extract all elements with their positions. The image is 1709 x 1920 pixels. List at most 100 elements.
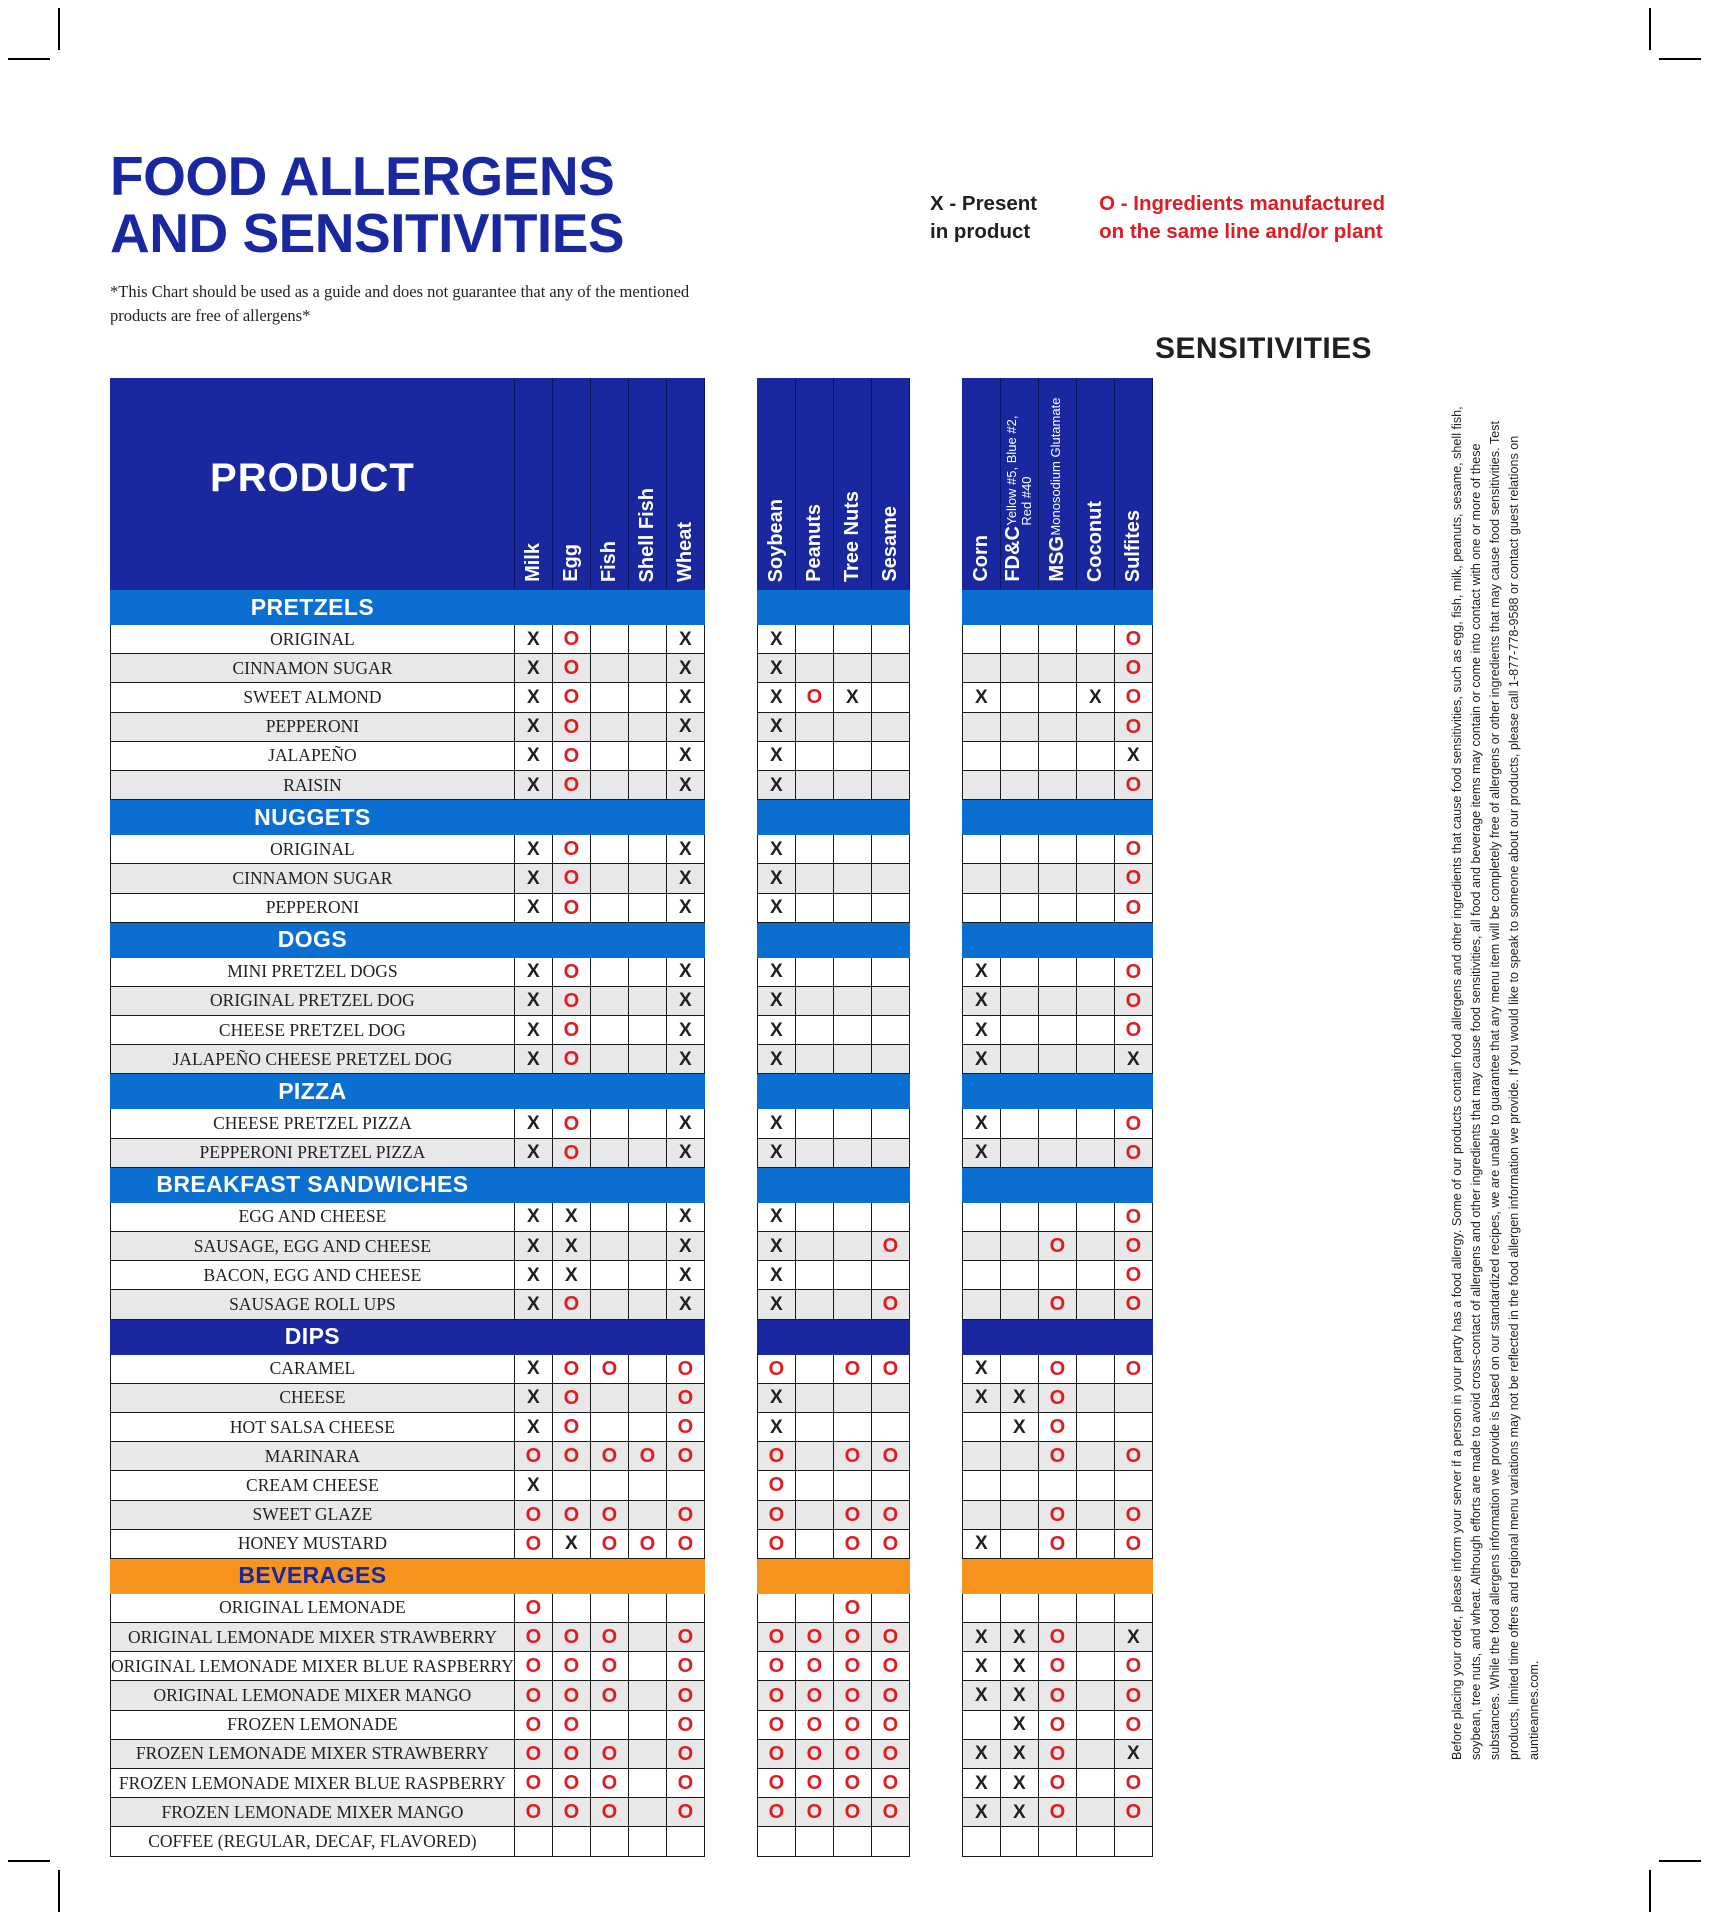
allergen-mark-cell — [870, 1044, 910, 1075]
allergen-mark-cell: O — [1037, 1230, 1077, 1262]
allergen-mark-cell: X — [756, 1108, 796, 1139]
column-header-sublabel: Yellow #5, Blue #2, Red #40 — [1004, 416, 1035, 527]
product-name-cell: MINI PRETZEL DOGS — [110, 956, 515, 987]
allergen-mark-cell — [794, 1826, 834, 1857]
allergen-mark-cell — [589, 1826, 629, 1857]
crop-mark-top-right-h — [1659, 58, 1701, 60]
table-row: O — [961, 711, 1153, 742]
section-band-cell — [870, 921, 910, 958]
allergen-mark-cell — [627, 1499, 667, 1530]
allergen-mark-cell: O — [756, 1528, 796, 1559]
section-label-beverages: BEVERAGES — [110, 1557, 515, 1594]
section-header-row: BEVERAGES — [110, 1557, 705, 1594]
allergen-mark-cell: O — [832, 1797, 872, 1828]
allergen-mark-cell: O — [1113, 1108, 1153, 1139]
allergen-mark-cell: O — [756, 1680, 796, 1711]
section-header-row — [961, 1166, 1153, 1203]
allergen-mark-cell: O — [551, 1738, 591, 1770]
section-band-cell — [832, 799, 872, 836]
allergen-mark-cell: O — [551, 985, 591, 1017]
allergen-mark-cell: O — [870, 1441, 910, 1472]
allergen-mark-cell — [1037, 892, 1077, 923]
allergen-mark-cell — [1075, 1201, 1115, 1233]
allergen-mark-cell — [961, 1709, 1001, 1740]
section-band-cell — [589, 1557, 629, 1594]
allergen-mark-cell — [1075, 1622, 1115, 1653]
section-band-cell — [756, 589, 796, 625]
allergen-mark-cell: X — [756, 985, 796, 1017]
column-header-label: Soybean — [765, 498, 788, 582]
allergen-mark-cell: O — [832, 1738, 872, 1770]
allergen-mark-cell: O — [870, 1680, 910, 1711]
allergen-mark-cell: O — [513, 1499, 553, 1530]
allergen-mark-cell: O — [1113, 1260, 1153, 1291]
table-row: O — [756, 1592, 910, 1624]
product-name-cell: RAISIN — [110, 769, 515, 801]
legend-o-shared-line: O - Ingredients manufactured on the same… — [1099, 192, 1386, 243]
section-header-row — [961, 1557, 1153, 1594]
allergen-mark-cell — [1037, 623, 1077, 655]
product-name-cell: MARINARA — [110, 1441, 515, 1472]
allergen-mark-cell: X — [513, 956, 553, 987]
allergen-mark-cell: O — [551, 653, 591, 684]
allergen-mark-cell — [1075, 1767, 1115, 1799]
table-row: X — [756, 1201, 910, 1233]
table-allergens-primary: PRODUCT Milk Egg Fish Shell Fish Wheat PRETZEL… — [110, 378, 705, 1857]
column-header-coconut: Coconut — [1075, 378, 1115, 590]
allergen-mark-cell: X — [961, 1651, 1001, 1682]
product-header-label: PRODUCT — [210, 456, 415, 500]
page-title: FOOD ALLERGENS AND SENSITIVITIES — [110, 145, 625, 265]
table-row: X — [756, 892, 910, 923]
allergen-mark-cell — [627, 1015, 667, 1046]
section-band-cell — [551, 1166, 591, 1203]
allergen-mark-cell — [870, 1382, 910, 1413]
allergen-mark-cell: O — [1113, 623, 1153, 655]
allergen-mark-cell — [589, 1470, 629, 1501]
section-header-row — [756, 589, 910, 625]
allergen-mark-cell — [627, 1797, 667, 1828]
allergen-mark-cell: O — [1113, 834, 1153, 865]
allergen-mark-cell: O — [1113, 682, 1153, 713]
table-row: X — [756, 653, 910, 684]
table-row — [756, 1826, 910, 1857]
section-band-cell — [627, 921, 667, 958]
column-header-label: Coconut — [1083, 500, 1106, 582]
allergen-mark-cell: X — [513, 892, 553, 923]
allergen-mark-cell — [794, 1411, 834, 1443]
allergen-mark-cell: O — [1113, 769, 1153, 801]
allergen-mark-cell — [794, 1044, 834, 1075]
allergen-mark-cell — [794, 623, 834, 655]
allergen-mark-cell — [832, 1289, 872, 1320]
allergen-mark-cell: O — [756, 1470, 796, 1501]
product-name-cell: JALAPEÑO — [110, 740, 515, 771]
allergen-mark-cell — [999, 769, 1039, 801]
allergen-mark-cell — [832, 1382, 872, 1413]
allergen-mark-cell: X — [999, 1622, 1039, 1653]
allergen-mark-cell — [1113, 1470, 1153, 1501]
allergen-mark-cell: X — [961, 1015, 1001, 1046]
allergen-mark-cell: X — [961, 1797, 1001, 1828]
section-band-cell — [1075, 921, 1115, 958]
column-header-label: Corn — [969, 535, 992, 582]
product-name-cell: CARAMEL — [110, 1353, 515, 1384]
column-header-label: MSG — [1045, 536, 1068, 582]
product-name-cell: HOT SALSA CHEESE — [110, 1411, 515, 1443]
allergen-mark-cell: X — [513, 1137, 553, 1168]
allergen-mark-cell: O — [665, 1353, 705, 1384]
section-band-cell — [551, 1073, 591, 1110]
guide-disclaimer-note: *This Chart should be used as a guide an… — [110, 282, 690, 326]
column-header-fd-c: FD&C Yellow #5, Blue #2, Red #40 — [999, 378, 1039, 590]
allergen-mark-cell: X — [665, 1044, 705, 1075]
allergen-mark-cell: X — [513, 863, 553, 894]
allergen-mark-cell: X — [665, 682, 705, 713]
allergen-mark-cell — [1075, 1738, 1115, 1770]
allergen-mark-cell — [794, 1201, 834, 1233]
